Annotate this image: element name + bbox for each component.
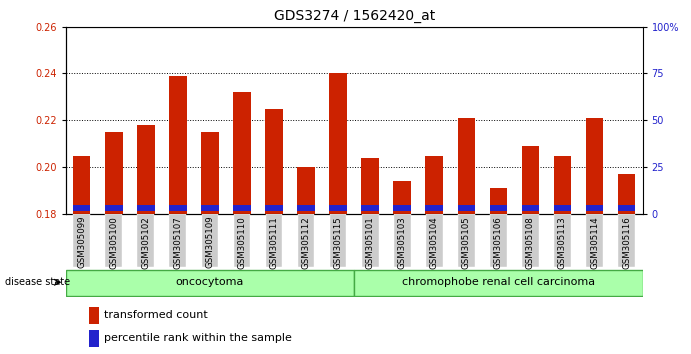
Bar: [522, 205, 539, 211]
Text: GSM305103: GSM305103: [398, 216, 407, 269]
Bar: [618, 214, 635, 267]
Bar: [169, 76, 187, 214]
Bar: [489, 188, 507, 214]
Text: transformed count: transformed count: [104, 310, 207, 320]
Bar: [73, 155, 91, 214]
Bar: [489, 205, 507, 211]
Bar: [265, 205, 283, 211]
FancyBboxPatch shape: [66, 270, 354, 296]
Bar: [105, 214, 122, 267]
Bar: [553, 155, 571, 214]
Text: GSM305101: GSM305101: [366, 216, 375, 269]
Bar: [137, 205, 155, 211]
Bar: [265, 109, 283, 214]
Text: GSM305104: GSM305104: [430, 216, 439, 269]
Bar: [105, 205, 122, 211]
Text: GSM305113: GSM305113: [558, 216, 567, 269]
Text: oncocytoma: oncocytoma: [176, 277, 244, 287]
Bar: [618, 174, 636, 214]
Bar: [458, 214, 475, 267]
Bar: [297, 167, 315, 214]
Bar: [202, 214, 218, 267]
Text: GSM305106: GSM305106: [494, 216, 503, 269]
Text: GSM305102: GSM305102: [141, 216, 150, 269]
Bar: [618, 205, 636, 211]
Bar: [394, 214, 410, 267]
Bar: [393, 205, 411, 211]
Bar: [522, 214, 539, 267]
Bar: [426, 214, 443, 267]
Bar: [169, 214, 186, 267]
Text: GSM305100: GSM305100: [109, 216, 118, 269]
Bar: [393, 181, 411, 214]
Text: GSM305105: GSM305105: [462, 216, 471, 269]
Bar: [105, 132, 122, 214]
Bar: [137, 125, 155, 214]
Bar: [330, 214, 346, 267]
Bar: [330, 73, 347, 214]
Bar: [361, 205, 379, 211]
Bar: [201, 132, 219, 214]
FancyBboxPatch shape: [354, 270, 643, 296]
Bar: [233, 92, 251, 214]
Text: GSM305111: GSM305111: [269, 216, 278, 269]
Text: GSM305109: GSM305109: [205, 216, 214, 268]
Bar: [88, 307, 99, 324]
Bar: [298, 214, 314, 267]
Bar: [234, 214, 250, 267]
Bar: [297, 205, 315, 211]
Bar: [233, 205, 251, 211]
Text: GSM305107: GSM305107: [173, 216, 182, 269]
Bar: [169, 205, 187, 211]
Text: disease state: disease state: [6, 277, 70, 287]
Bar: [361, 158, 379, 214]
Bar: [457, 205, 475, 211]
Bar: [586, 205, 603, 211]
Text: GSM305108: GSM305108: [526, 216, 535, 269]
Text: GSM305112: GSM305112: [301, 216, 310, 269]
Bar: [201, 205, 219, 211]
Bar: [586, 118, 603, 214]
Bar: [265, 214, 283, 267]
Bar: [138, 214, 154, 267]
Bar: [73, 214, 90, 267]
Bar: [426, 205, 443, 211]
Text: GSM305115: GSM305115: [334, 216, 343, 269]
Text: GSM305110: GSM305110: [238, 216, 247, 269]
Text: chromophobe renal cell carcinoma: chromophobe renal cell carcinoma: [402, 277, 595, 287]
Bar: [554, 214, 571, 267]
Text: GSM305099: GSM305099: [77, 216, 86, 268]
Bar: [457, 118, 475, 214]
Bar: [553, 205, 571, 211]
Bar: [330, 205, 347, 211]
Bar: [73, 205, 91, 211]
Bar: [88, 330, 99, 347]
Bar: [426, 155, 443, 214]
Text: GSM305116: GSM305116: [622, 216, 631, 269]
Title: GDS3274 / 1562420_at: GDS3274 / 1562420_at: [274, 9, 435, 23]
Text: GSM305114: GSM305114: [590, 216, 599, 269]
Bar: [522, 146, 539, 214]
Bar: [362, 214, 379, 267]
Text: percentile rank within the sample: percentile rank within the sample: [104, 333, 292, 343]
Bar: [490, 214, 507, 267]
Bar: [586, 214, 603, 267]
